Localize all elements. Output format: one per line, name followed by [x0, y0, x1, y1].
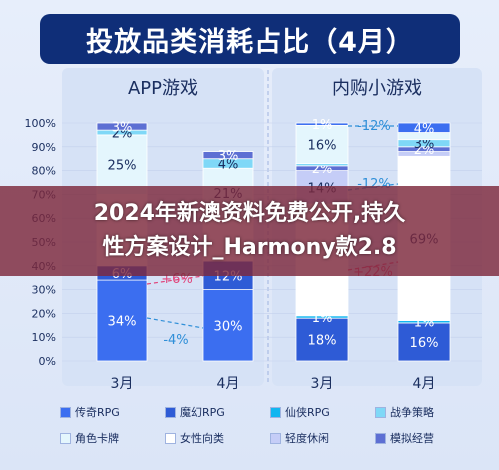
legend-label: 魔幻RPG	[180, 406, 225, 419]
legend-label: 轻度休闲	[285, 432, 329, 445]
data-label: 3%	[112, 121, 133, 136]
bar-segment	[96, 122, 148, 131]
legend-swatch	[375, 432, 386, 444]
data-label: 18%	[308, 334, 337, 349]
legend-label: 模拟经营	[390, 432, 434, 445]
data-label: 3%	[414, 137, 435, 152]
change-label: -4%	[163, 333, 188, 348]
legend-item: 传奇RPG	[60, 404, 165, 420]
x-tick-label: 3月	[311, 376, 334, 392]
legend-item: 模拟经营	[375, 430, 480, 446]
data-label: 16%	[410, 336, 439, 351]
change-label: -12%	[357, 119, 391, 134]
data-label: 3%	[218, 149, 239, 164]
data-label: 1%	[312, 118, 333, 133]
x-tick-label: 3月	[111, 376, 134, 392]
legend-swatch	[375, 406, 386, 418]
legend-swatch	[165, 406, 176, 418]
y-tick-label: 10%	[32, 331, 56, 344]
legend-item: 角色卡牌	[60, 430, 165, 446]
legend-item: 仙侠RPG	[270, 404, 375, 420]
legend-swatch	[165, 432, 176, 444]
data-label: 16%	[308, 138, 337, 153]
y-tick-label: 20%	[32, 307, 56, 320]
legend-item: 女性向类	[165, 430, 270, 446]
banner-line-1: 2024年新澳资料免费公开,持久	[93, 201, 406, 226]
legend-item: 战争策略	[375, 404, 480, 420]
panel-title: APP游戏	[128, 78, 198, 99]
change-connector	[146, 275, 204, 285]
bar-segment	[397, 122, 451, 133]
bar-segment	[295, 122, 349, 126]
bar-segment	[295, 317, 349, 362]
data-label: 4%	[414, 122, 435, 137]
y-tick-label: 30%	[32, 284, 56, 297]
data-label: 30%	[214, 319, 243, 334]
legend-label: 女性向类	[180, 432, 224, 445]
bar-segment	[202, 289, 254, 362]
legend-label: 战争策略	[390, 406, 434, 419]
bar-segment	[96, 134, 148, 195]
legend-item: 轻度休闲	[270, 430, 375, 446]
bar-segment	[295, 124, 349, 164]
bar-segment	[397, 322, 451, 362]
x-tick-label: 4月	[217, 376, 240, 392]
legend-label: 传奇RPG	[75, 406, 120, 419]
chart-title: 投放品类消耗占比（4月）	[86, 26, 414, 58]
panel-title: 内购小游戏	[332, 78, 422, 99]
x-tick-label: 4月	[413, 376, 436, 392]
legend-item: 魔幻RPG	[165, 404, 270, 420]
bar-segment	[202, 151, 254, 160]
legend-swatch	[60, 432, 71, 444]
legend-swatch	[60, 406, 71, 418]
banner-line-2: 性方案设计_Harmony款2.8	[102, 235, 397, 260]
legend-swatch	[270, 432, 281, 444]
data-label: 25%	[108, 159, 137, 174]
data-label: 34%	[108, 315, 137, 330]
legend-label: 角色卡牌	[75, 432, 119, 445]
legend: 传奇RPG 魔幻RPG 仙侠RPG 战争策略角色卡牌 女性向类 轻度休闲 模拟经营	[60, 404, 480, 446]
y-tick-label: 0%	[39, 355, 56, 368]
y-tick-label: 100%	[25, 117, 56, 130]
title-bar: 投放品类消耗占比（4月）	[40, 14, 460, 64]
data-label: 4%	[218, 157, 239, 172]
legend-label: 仙侠RPG	[285, 406, 330, 419]
change-connector	[146, 317, 204, 329]
y-tick-label: 90%	[32, 141, 56, 154]
legend-swatch	[270, 406, 281, 418]
y-tick-label: 80%	[32, 165, 56, 178]
banner-overlay: 2024年新澳资料免费公开,持久 性方案设计_Harmony款2.8	[0, 186, 499, 276]
